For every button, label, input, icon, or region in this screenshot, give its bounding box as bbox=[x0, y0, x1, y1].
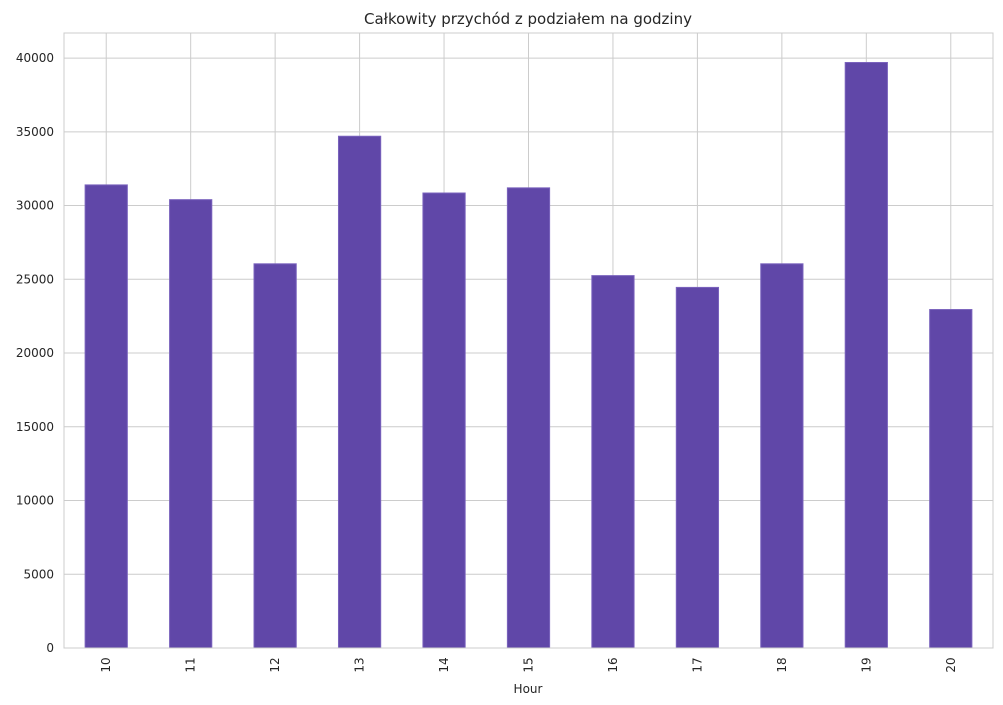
y-tick-label: 30000 bbox=[16, 199, 54, 213]
x-axis-ticks: 10 11 12 13 14 15 16 17 18 19 20 bbox=[99, 657, 958, 672]
x-tick-label: 10 bbox=[99, 657, 113, 672]
y-tick-label: 20000 bbox=[16, 346, 54, 360]
bar-10 bbox=[84, 184, 128, 649]
bar-20 bbox=[929, 309, 973, 649]
bar-14 bbox=[422, 192, 466, 649]
x-tick-label: 15 bbox=[522, 657, 536, 672]
bar-16 bbox=[591, 275, 635, 649]
bar-15 bbox=[506, 187, 551, 649]
bar-12 bbox=[253, 263, 297, 649]
y-tick-label: 40000 bbox=[16, 51, 54, 65]
x-tick-label: 17 bbox=[690, 657, 704, 672]
x-tick-label: 12 bbox=[268, 657, 282, 672]
x-tick-label: 18 bbox=[775, 657, 789, 672]
x-tick-label: 19 bbox=[859, 657, 873, 672]
x-tick-label: 11 bbox=[184, 657, 198, 672]
x-tick-label: 20 bbox=[944, 657, 958, 672]
y-tick-label: 10000 bbox=[16, 494, 54, 508]
y-tick-label: 0 bbox=[46, 641, 54, 655]
x-axis-title: Hour bbox=[514, 682, 543, 696]
bar-13 bbox=[337, 135, 382, 649]
x-tick-label: 16 bbox=[606, 657, 620, 672]
bars bbox=[84, 61, 973, 649]
bar-18 bbox=[760, 263, 804, 649]
bar-11 bbox=[169, 199, 213, 649]
x-tick-label: 14 bbox=[437, 657, 451, 672]
plot-frame bbox=[63, 32, 994, 649]
axes-frame bbox=[63, 32, 994, 649]
y-axis-ticks: 0 5000 10000 15000 20000 25000 30000 35000 40000 bbox=[16, 51, 54, 655]
bar-19 bbox=[844, 61, 888, 649]
x-tick-label: 13 bbox=[353, 657, 367, 672]
chart-title: Całkowity przychód z podziałem na godzin… bbox=[364, 10, 692, 28]
y-tick-label: 5000 bbox=[23, 567, 54, 581]
y-tick-label: 25000 bbox=[16, 272, 54, 286]
y-tick-label: 35000 bbox=[16, 125, 54, 139]
bar-17 bbox=[675, 286, 720, 649]
y-tick-label: 15000 bbox=[16, 420, 54, 434]
